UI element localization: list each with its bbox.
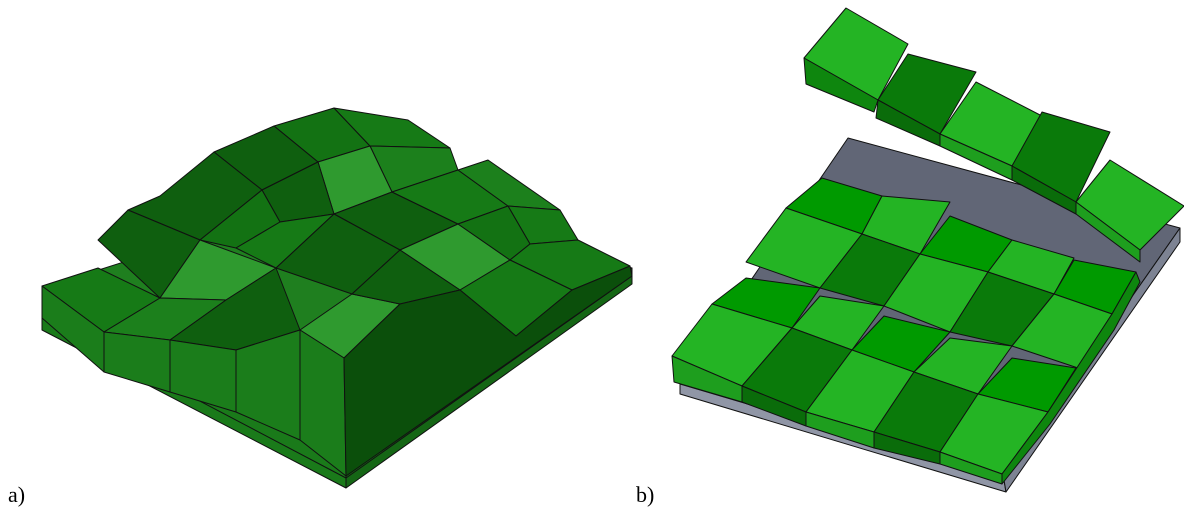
panel-a-tiled-surface <box>41 107 633 489</box>
panel-a-block-side <box>103 331 171 393</box>
panel-b-label: b) <box>636 482 655 507</box>
panel-b-block-side-right <box>1001 271 1141 485</box>
panel-b-lifted-tile-side <box>803 57 879 113</box>
panel-a-label: a) <box>8 482 26 507</box>
panel-b-lifted-tile-side <box>1075 201 1141 263</box>
panel-b-tiled-surface <box>671 7 1184 493</box>
panel-a-block-side-right <box>343 265 633 477</box>
